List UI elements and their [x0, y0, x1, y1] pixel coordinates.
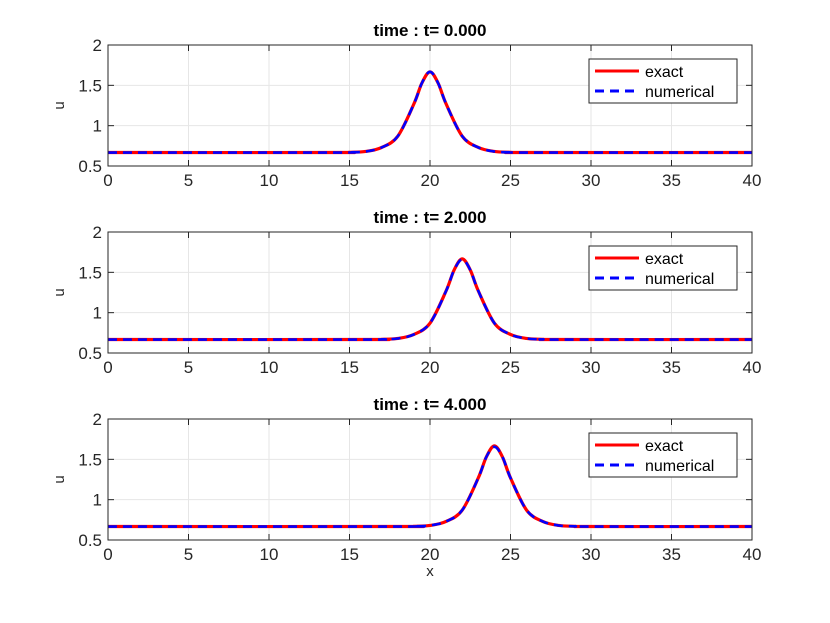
- legend-label-numerical: numerical: [645, 458, 714, 475]
- x-tick-label: 10: [260, 171, 279, 190]
- x-tick-label: 40: [743, 358, 762, 377]
- x-tick-label: 0: [103, 358, 112, 377]
- x-tick-label: 35: [662, 545, 681, 564]
- y-axis-label: u: [51, 475, 68, 483]
- legend-box: [588, 432, 738, 478]
- legend: exact numerical: [588, 432, 738, 478]
- subplot-3: 0 5 10 15 20 25 30 35 40 0.5 1 1.5 2 time : t= 4.000 u…: [51, 395, 761, 580]
- x-tick-label: 15: [340, 545, 359, 564]
- legend-box: [588, 58, 738, 104]
- legend: exact numerical: [588, 245, 738, 291]
- legend: exact numerical: [588, 58, 738, 104]
- y-tick-label: 0.5: [78, 531, 102, 550]
- x-tick-label: 40: [743, 171, 762, 190]
- y-tick-label: 2: [93, 36, 102, 55]
- subplot-1: 0 5 10 15 20 25 30 35 40 0.5 1 1.5 2 time : t= 0.000 u…: [51, 21, 761, 190]
- x-tick-label: 5: [184, 545, 193, 564]
- y-tick-label: 1.5: [78, 263, 102, 282]
- y-tick-label: 1.5: [78, 76, 102, 95]
- y-tick-label: 1: [93, 117, 102, 136]
- x-tick-label: 20: [421, 358, 440, 377]
- x-tick-label: 5: [184, 358, 193, 377]
- chart-title: time : t= 4.000: [374, 395, 487, 414]
- x-tick-label: 0: [103, 545, 112, 564]
- x-tick-label: 5: [184, 171, 193, 190]
- y-axis-label: u: [51, 101, 68, 109]
- y-tick-label: 0.5: [78, 157, 102, 176]
- x-tick-label: 15: [340, 358, 359, 377]
- y-axis-label: u: [51, 288, 68, 296]
- x-tick-label: 30: [582, 171, 601, 190]
- x-axis-label: x: [426, 563, 434, 580]
- y-tick-label: 1: [93, 304, 102, 323]
- legend-label-exact: exact: [645, 438, 684, 455]
- legend-label-numerical: numerical: [645, 84, 714, 101]
- series-line-numerical: [107, 258, 753, 341]
- legend-label-exact: exact: [645, 64, 684, 81]
- y-tick-label: 1.5: [78, 450, 102, 469]
- legend-box: [588, 245, 738, 291]
- x-tick-label: 35: [662, 358, 681, 377]
- legend-label-exact: exact: [645, 251, 684, 268]
- x-tick-label: 35: [662, 171, 681, 190]
- series-line-numerical: [107, 445, 753, 528]
- x-tick-label: 40: [743, 545, 762, 564]
- x-tick-label: 20: [421, 545, 440, 564]
- x-tick-label: 10: [260, 358, 279, 377]
- y-tick-label: 0.5: [78, 344, 102, 363]
- x-tick-label: 20: [421, 171, 440, 190]
- y-tick-label: 2: [93, 223, 102, 242]
- x-tick-label: 10: [260, 545, 279, 564]
- x-tick-label: 25: [501, 545, 520, 564]
- y-tick-label: 2: [93, 410, 102, 429]
- x-tick-label: 30: [582, 358, 601, 377]
- x-tick-label: 25: [501, 358, 520, 377]
- series-line-numerical: [107, 70, 753, 154]
- x-tick-label: 0: [103, 171, 112, 190]
- x-tick-label: 30: [582, 545, 601, 564]
- y-tick-label: 1: [93, 491, 102, 510]
- chart-title: time : t= 2.000: [374, 208, 487, 227]
- subplot-2: 0 5 10 15 20 25 30 35 40 0.5 1 1.5 2 time : t= 2.000 u…: [51, 208, 761, 377]
- x-tick-label: 15: [340, 171, 359, 190]
- chart-title: time : t= 0.000: [374, 21, 487, 40]
- legend-label-numerical: numerical: [645, 271, 714, 288]
- x-tick-label: 25: [501, 171, 520, 190]
